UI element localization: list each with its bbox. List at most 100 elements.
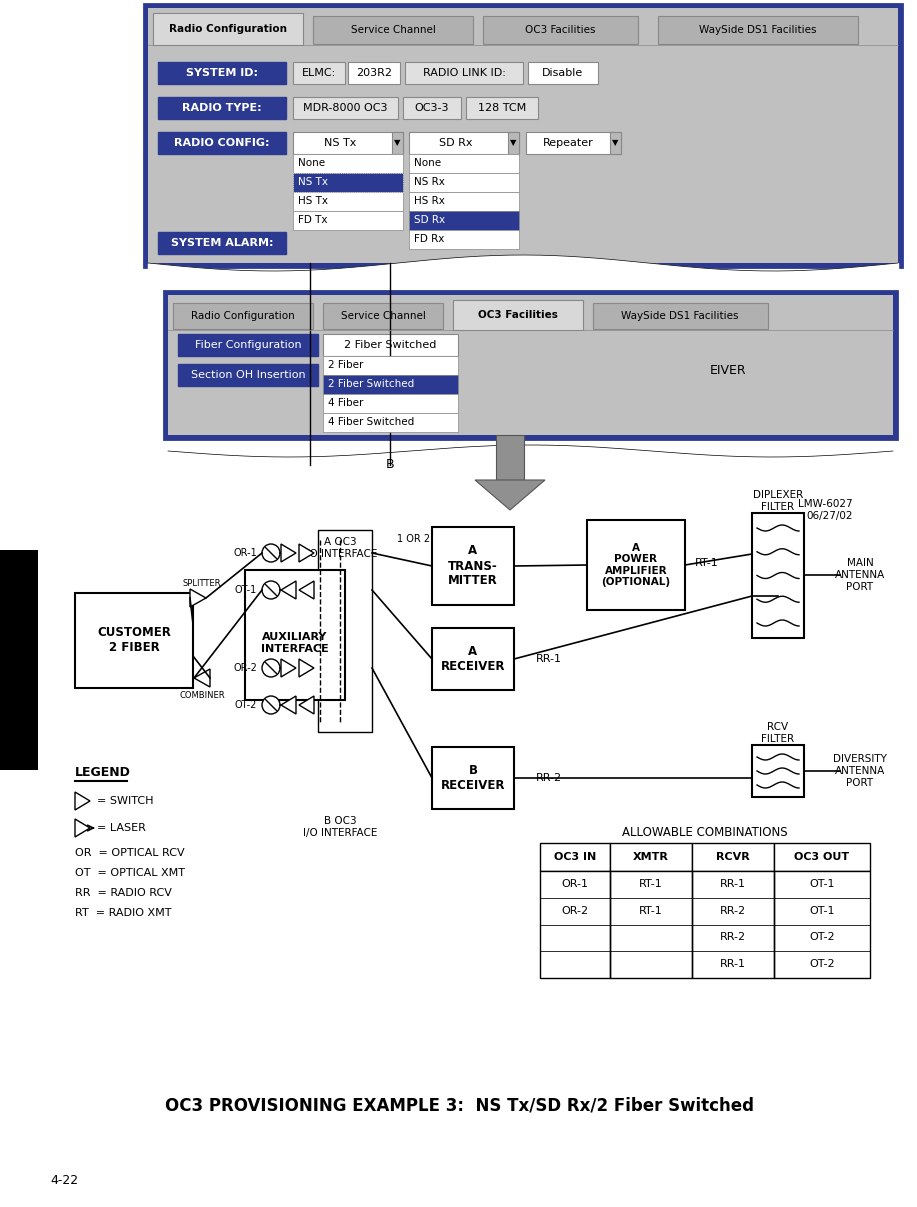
Text: 4-22: 4-22 [50,1173,78,1186]
Polygon shape [281,581,296,599]
Text: FD Rx: FD Rx [414,234,445,244]
Text: OT-1: OT-1 [235,585,257,595]
Text: SD Rx: SD Rx [439,138,473,148]
Bar [692,898,774,925]
Bar [610,842,692,871]
Bar [158,232,286,253]
Bar [403,97,461,119]
Bar [610,871,692,978]
Text: ELMC:: ELMC: [302,68,337,78]
Text: = SWITCH: = SWITCH [97,795,153,806]
Text: OR-2: OR-2 [233,663,257,674]
Text: OC3 Facilities: OC3 Facilities [478,310,558,320]
Bar [432,747,514,809]
Text: SYSTEM ALARM:: SYSTEM ALARM: [171,238,273,247]
Text: SYSTEM ID:: SYSTEM ID: [186,68,258,78]
Bar [158,132,286,154]
Text: DIPLEXER
FILTER: DIPLEXER FILTER [753,490,803,512]
Bar [610,132,621,154]
Bar [432,527,514,605]
Bar [692,842,774,871]
Circle shape [262,659,280,677]
Text: OC3 OUT: OC3 OUT [794,852,849,862]
Polygon shape [75,792,90,810]
Bar [483,16,638,43]
Polygon shape [281,544,296,562]
Bar [466,97,538,119]
Bar [293,132,403,154]
Bar [774,925,870,951]
Text: OT-1: OT-1 [809,905,834,916]
Polygon shape [299,581,314,599]
Text: 4 Fiber Switched: 4 Fiber Switched [328,416,414,427]
Bar [318,530,372,731]
Bar [658,16,858,43]
Text: Repeater: Repeater [543,138,593,148]
Polygon shape [281,659,296,677]
Text: ▼: ▼ [510,139,516,147]
Bar [610,951,692,978]
Text: RT-1: RT-1 [695,558,719,568]
Bar [323,393,458,413]
Text: A
TRANS-
MITTER: A TRANS- MITTER [448,544,498,588]
Text: WaySide DS1 Facilities: WaySide DS1 Facilities [621,311,739,321]
Text: 2 Fiber Switched: 2 Fiber Switched [344,340,436,350]
Bar [293,62,345,84]
Text: RT-1: RT-1 [639,879,663,890]
Text: RR-2: RR-2 [536,772,562,783]
Text: A OC3
I/O INTERFACE: A OC3 I/O INTERFACE [303,537,377,559]
Bar [774,842,870,871]
Text: RCVR: RCVR [716,852,750,862]
Bar [293,173,403,192]
Polygon shape [190,589,206,607]
Text: RR-1: RR-1 [536,654,562,664]
Text: RR  = RADIO RCV: RR = RADIO RCV [75,888,171,898]
Bar [178,365,318,386]
Bar [774,871,870,898]
Bar [245,570,345,700]
Bar [496,435,524,480]
Text: RADIO TYPE:: RADIO TYPE: [182,103,262,113]
Bar [540,951,610,978]
Bar [752,513,804,639]
Bar [323,375,458,393]
Text: NS Tx: NS Tx [324,138,356,148]
Bar [692,925,774,951]
Bar [0,550,38,770]
Bar [405,62,523,84]
Circle shape [262,581,280,599]
Polygon shape [475,480,545,511]
Bar [610,898,692,925]
Text: RT-1: RT-1 [639,905,663,916]
Text: Radio Configuration: Radio Configuration [169,24,287,34]
Bar [432,628,514,690]
Bar [752,745,804,797]
Text: LMW-6027
06/27/02: LMW-6027 06/27/02 [799,500,853,520]
Bar [409,173,519,192]
Text: B OC3
I/O INTERFACE: B OC3 I/O INTERFACE [303,816,377,838]
Bar [409,211,519,231]
Bar [323,413,458,432]
Text: Service Channel: Service Channel [350,25,436,35]
Bar [409,192,519,211]
Text: 4 Fiber: 4 Fiber [328,398,363,408]
Bar [153,13,303,45]
Text: NS Rx: NS Rx [414,177,445,187]
Circle shape [262,544,280,562]
Text: OR-1: OR-1 [561,879,589,890]
Polygon shape [299,544,314,562]
Text: Service Channel: Service Channel [340,311,425,321]
Text: RT  = RADIO XMT: RT = RADIO XMT [75,908,171,919]
Text: OT-2: OT-2 [809,933,834,943]
Bar [148,8,898,263]
Text: OC3-3: OC3-3 [414,103,449,113]
Bar [692,951,774,978]
Bar [610,871,692,898]
Text: RR-1: RR-1 [720,879,746,890]
Bar [409,154,519,173]
Bar [528,62,598,84]
Bar [158,62,286,84]
Text: FD Tx: FD Tx [298,215,327,225]
Bar [293,192,403,211]
Bar [392,132,403,154]
